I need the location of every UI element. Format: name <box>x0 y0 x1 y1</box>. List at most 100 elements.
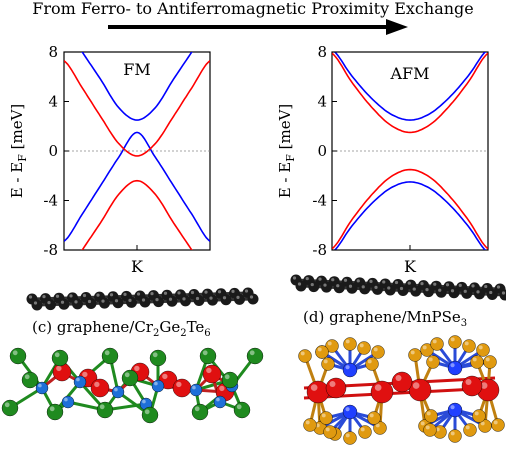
se-atom <box>298 349 312 363</box>
cr-atom <box>111 385 125 399</box>
se-atom <box>315 345 329 359</box>
p-atom <box>391 371 413 393</box>
carbon-atom <box>207 294 218 306</box>
carbon-atom <box>321 281 332 293</box>
y-axis-label-fm: E - EF [meV] <box>8 104 29 199</box>
carbon-atom <box>448 287 460 299</box>
ytick-label: 8 <box>48 43 58 61</box>
te-atom <box>101 347 119 365</box>
se-atom <box>420 343 434 357</box>
band-line-blue-0 <box>81 52 193 121</box>
carbon-atom <box>234 293 245 305</box>
p-atom <box>370 380 394 404</box>
figure-header-title: From Ferro- to Antiferromagnetic Proximi… <box>32 0 474 18</box>
te-atom <box>221 371 239 389</box>
carbon-atom <box>193 295 205 306</box>
band-panel-fm: 8 4 0 -4 -8 K FM E - EF [meV] <box>8 43 211 276</box>
carbon-atom <box>45 299 56 311</box>
ge-atom <box>90 378 110 398</box>
te-atom <box>9 347 27 365</box>
te-atom <box>51 349 69 367</box>
se-atom <box>343 337 357 351</box>
carbon-atom <box>461 287 473 299</box>
ytick-label: -4 <box>312 192 327 210</box>
te-atom <box>21 371 39 389</box>
se-atom <box>365 357 379 371</box>
panel-label-fm: FM <box>123 60 150 79</box>
carbon-atom <box>99 297 110 309</box>
se-atom <box>448 429 462 443</box>
te-atom <box>191 403 209 421</box>
caption-d: (d) graphene/MnPSe3 <box>303 308 468 329</box>
xtick-label-k: K <box>404 257 417 276</box>
carbon-atom <box>166 295 178 307</box>
carbon-atom <box>486 288 498 300</box>
band-panel-afm: 8 4 0 -4 -8 K AFM E - EF [meV] <box>276 43 489 276</box>
carbon-atom <box>372 283 383 295</box>
carbon-atom <box>423 286 434 298</box>
carbon-atom <box>139 296 151 308</box>
ge-atom <box>172 378 192 398</box>
cr-atom <box>189 383 203 397</box>
cr-atom <box>213 395 227 409</box>
header-arrow <box>108 19 408 35</box>
te-atom <box>233 401 251 419</box>
cr-atom <box>35 381 49 395</box>
se-atom <box>303 418 317 432</box>
carbon-atom <box>220 294 232 306</box>
se-atom <box>321 357 335 371</box>
se-atom <box>483 355 497 369</box>
te-atom <box>199 347 217 365</box>
mnpse3-structure-illustration <box>298 335 505 445</box>
carbon-atom <box>58 298 70 310</box>
se-atom <box>357 341 371 355</box>
caption-c: (c) graphene/Cr2Ge2Te6 <box>32 318 211 339</box>
carbon-atom <box>410 285 422 297</box>
p-atom <box>408 378 432 402</box>
carbon-atom <box>474 288 485 300</box>
se-atom <box>430 337 444 351</box>
se-atom <box>448 335 462 349</box>
carbon-atom <box>359 283 371 295</box>
se-atom <box>367 411 381 425</box>
ge-atom <box>202 364 222 384</box>
carbon-atom <box>295 280 307 292</box>
p-atom <box>325 377 347 399</box>
p-atom <box>461 375 483 397</box>
graphene-sheet-illustration-right <box>290 274 506 301</box>
carbon-atom <box>435 286 447 298</box>
band-line-blue-1 <box>64 131 210 242</box>
te-atom <box>246 347 264 365</box>
ytick-label: 0 <box>48 142 58 160</box>
se-atom <box>358 425 372 439</box>
carbon-atom <box>308 281 320 293</box>
cr-atom <box>61 395 75 409</box>
panel-label-afm: AFM <box>389 64 429 83</box>
te-atom <box>1 399 19 417</box>
mn-atom <box>447 402 463 418</box>
ytick-label: 8 <box>317 43 327 61</box>
ytick-label: 0 <box>317 142 327 160</box>
xtick-label-k: K <box>131 257 144 276</box>
y-ticks-fm <box>64 51 138 251</box>
se-atom <box>371 345 385 359</box>
carbon-atom <box>85 298 97 309</box>
ytick-label: -8 <box>43 241 58 259</box>
te-atom <box>121 369 139 387</box>
se-atom <box>426 355 440 369</box>
band-line-red-1 <box>332 52 488 134</box>
se-atom <box>424 409 438 423</box>
graphene-sheet-illustration-left <box>26 287 259 311</box>
carbon-atom <box>72 298 83 310</box>
p-atom <box>306 380 330 404</box>
cr-atom <box>73 375 87 389</box>
band-curves-fm <box>64 52 210 250</box>
te-atom <box>141 406 159 424</box>
carbon-atom <box>180 295 191 307</box>
se-atom <box>325 339 339 353</box>
mn-atom <box>342 404 358 420</box>
carbon-atom <box>112 297 124 309</box>
carbon-atom <box>247 293 259 305</box>
ytick-label: 4 <box>317 93 327 111</box>
